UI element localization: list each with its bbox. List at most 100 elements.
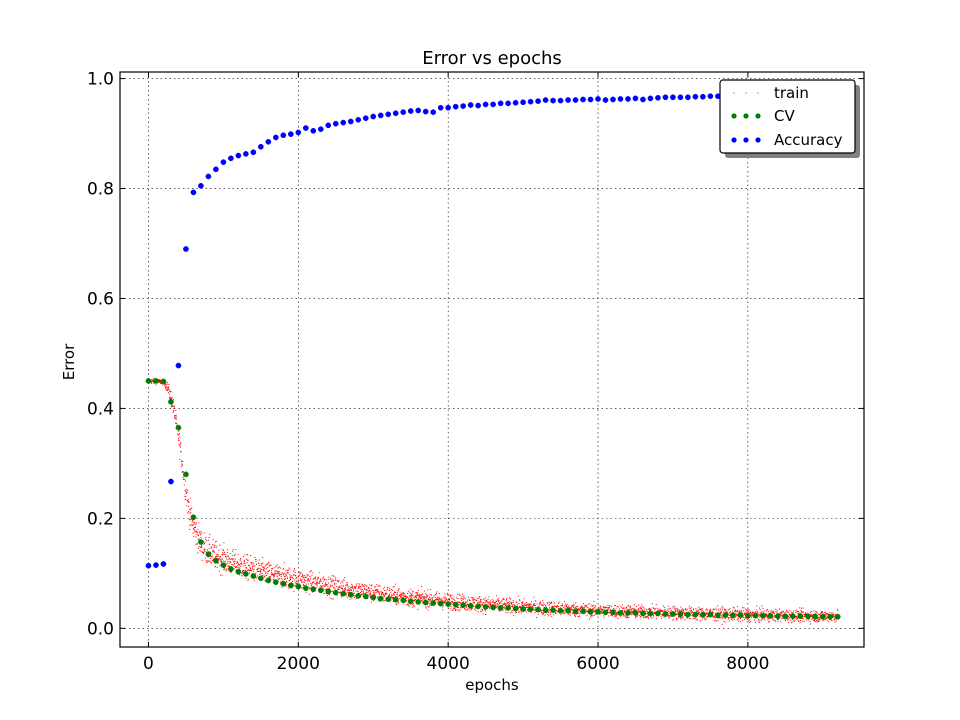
train-point [578, 608, 580, 610]
train-point [208, 539, 210, 541]
train-point [360, 592, 362, 594]
train-point [591, 608, 593, 610]
train-point [763, 610, 765, 612]
train-point [286, 580, 288, 582]
train-point [519, 605, 521, 607]
train-point [637, 615, 639, 617]
train-point [253, 570, 255, 572]
train-point [358, 584, 360, 586]
train-point [323, 592, 325, 594]
train-point [351, 583, 353, 585]
train-point [631, 614, 633, 616]
train-point [330, 584, 332, 586]
train-point [637, 611, 639, 613]
train-point [198, 522, 200, 524]
train-point [220, 555, 222, 557]
train-point [488, 601, 490, 603]
accuracy-point [617, 96, 624, 102]
train-point [465, 602, 467, 604]
train-point [158, 379, 160, 381]
train-point [181, 471, 183, 473]
train-point [465, 601, 467, 603]
train-point [268, 570, 270, 572]
train-point [239, 559, 241, 561]
accuracy-point [565, 97, 571, 103]
train-point [630, 613, 632, 615]
train-point [610, 609, 612, 611]
train-point [563, 613, 565, 615]
train-point [330, 577, 332, 579]
train-point [583, 607, 585, 609]
train-point [194, 527, 196, 529]
train-point [491, 603, 493, 605]
train-point [591, 605, 593, 607]
train-point [836, 609, 838, 611]
train-point [298, 574, 300, 576]
train-point [368, 589, 370, 591]
train-point [302, 578, 304, 580]
train-point [728, 609, 730, 611]
train-point [767, 611, 769, 613]
train-point [211, 544, 213, 546]
train-point [224, 568, 226, 570]
train-point [430, 605, 432, 607]
train-point [788, 617, 790, 619]
train-point [360, 593, 362, 595]
train-point [627, 616, 629, 618]
accuracy-point [677, 94, 684, 101]
train-point [250, 570, 252, 572]
train-point [801, 618, 803, 620]
train-point [182, 460, 184, 462]
train-point [727, 617, 729, 619]
train-point [188, 528, 190, 530]
train-point [547, 602, 549, 604]
train-point [528, 606, 530, 608]
train-point [527, 607, 529, 609]
train-point [188, 500, 190, 502]
train-point [245, 577, 247, 579]
train-point [533, 608, 535, 610]
train-point [771, 618, 773, 620]
train-point [677, 608, 679, 610]
train-point [332, 598, 334, 600]
train-point [793, 610, 795, 612]
train-point [719, 611, 721, 613]
train-point [730, 617, 732, 619]
cv-point [520, 606, 526, 612]
train-point [167, 389, 169, 391]
train-point [639, 614, 641, 616]
train-point [219, 565, 221, 567]
train-point [578, 608, 580, 610]
train-point [576, 606, 578, 608]
train-point [330, 581, 332, 583]
train-point [354, 586, 356, 588]
train-point [377, 597, 379, 599]
train-point [267, 564, 269, 566]
train-point [673, 618, 675, 620]
train-point [737, 612, 739, 614]
train-point [564, 607, 566, 609]
train-point [791, 611, 793, 613]
grid-layer [120, 72, 864, 647]
train-point [592, 605, 594, 607]
legend-cv-dot [755, 113, 761, 119]
train-point [576, 605, 578, 607]
train-point [803, 615, 805, 617]
train-point [811, 615, 813, 617]
train-point [167, 388, 169, 390]
train-point [238, 567, 240, 569]
train-point [297, 578, 299, 580]
train-point [460, 602, 462, 604]
train-point [301, 579, 303, 581]
train-point [330, 578, 332, 580]
train-point [474, 597, 476, 599]
x-tick-label: 0 [143, 654, 154, 674]
train-point [394, 592, 396, 594]
train-point [504, 602, 506, 604]
train-point [383, 594, 385, 596]
train-point [309, 588, 311, 590]
train-point [458, 593, 460, 595]
train-point [786, 617, 788, 619]
train-point [264, 566, 266, 568]
train-point [400, 595, 402, 597]
